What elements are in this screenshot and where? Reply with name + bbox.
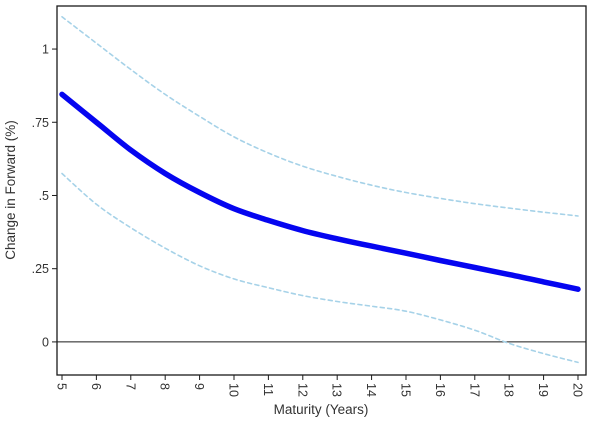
y-axis-title: Change in Forward (%) [3, 120, 18, 260]
x-tick-label: 15 [399, 383, 413, 397]
point-estimate-line [59, 91, 581, 292]
x-tick-label: 14 [364, 383, 378, 397]
x-tick-label: 11 [261, 383, 275, 396]
x-tick-label: 12 [295, 383, 309, 397]
confidence-upper-line [61, 16, 579, 217]
x-tick-label: 10 [227, 383, 241, 397]
x-tick-label: 8 [158, 383, 172, 390]
y-tick-label: 1 [42, 43, 49, 57]
x-tick-label: 20 [571, 383, 585, 397]
plot-frame [56, 5, 587, 376]
confidence-lower-line [61, 172, 579, 364]
y-tick-label: .75 [32, 116, 49, 130]
y-tick-label: 0 [42, 335, 49, 349]
x-tick-label: 18 [502, 383, 516, 397]
y-tick-label: .5 [39, 189, 49, 203]
x-tick-label: 19 [536, 383, 550, 397]
x-tick-label: 16 [433, 383, 447, 397]
x-tick-label: 13 [330, 383, 344, 397]
x-axis-title: Maturity (Years) [274, 402, 369, 417]
x-tick-label: 6 [89, 383, 103, 390]
x-tick-label: 5 [55, 383, 69, 390]
x-tick-label: 17 [467, 383, 481, 397]
x-tick-label: 9 [192, 383, 206, 390]
x-tick-label: 7 [123, 383, 137, 390]
y-tick-label: .25 [32, 262, 49, 276]
